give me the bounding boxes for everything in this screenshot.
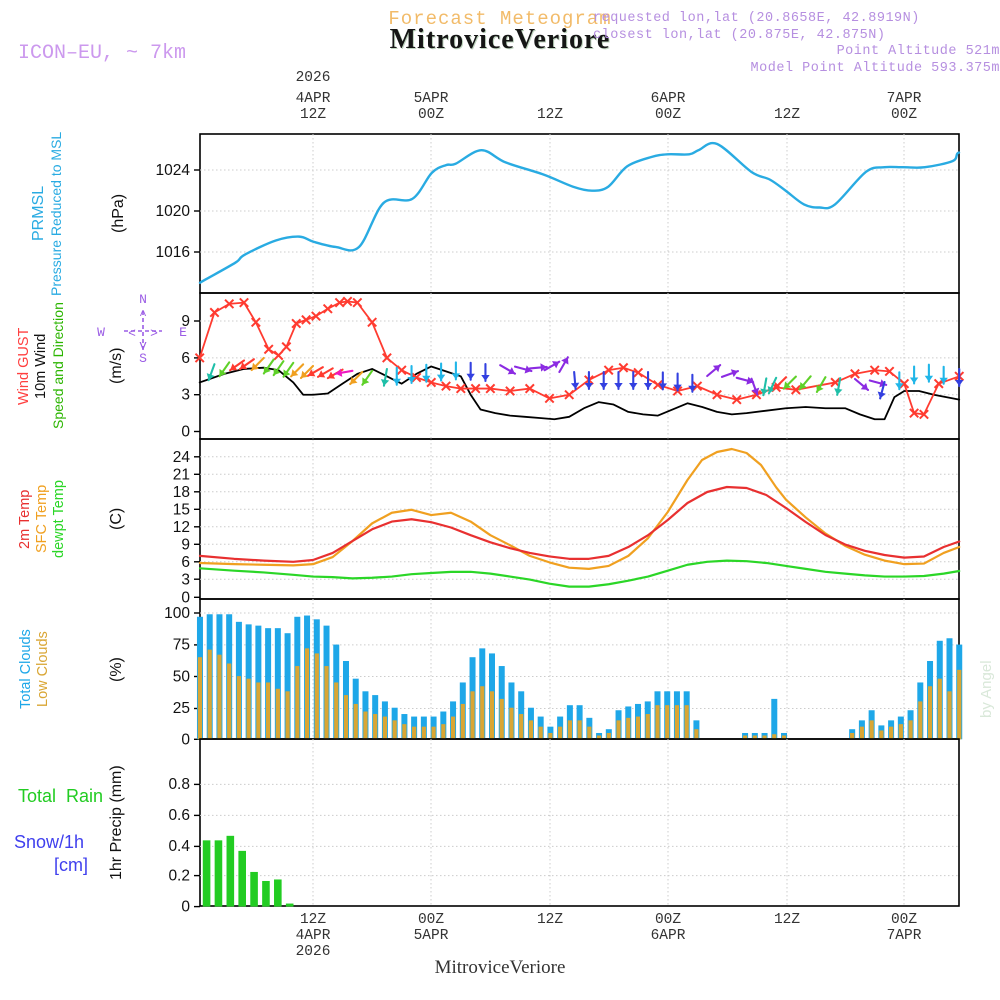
svg-text:3: 3	[181, 387, 190, 404]
svg-text:6: 6	[181, 350, 190, 367]
svg-text:9: 9	[181, 313, 190, 330]
svg-text:0: 0	[181, 424, 190, 441]
